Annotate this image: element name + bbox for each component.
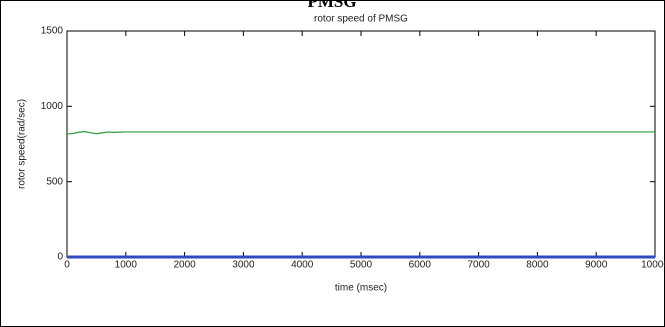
x-axis-label: time (msec) (335, 283, 387, 294)
chart-title: rotor speed of PMSG (314, 14, 408, 25)
y-tick-label: 1000 (41, 101, 64, 112)
caption: PMSG (307, 0, 356, 11)
series-line (66, 131, 655, 135)
x-tick-label: 8000 (526, 260, 549, 271)
x-tick-label: 0 (64, 260, 70, 271)
x-tick-label: 2000 (173, 260, 196, 271)
x-tick-label: 7000 (467, 260, 490, 271)
y-axis-label: rotor speed(rad/sec) (17, 99, 28, 189)
x-tick-label: 9000 (585, 260, 608, 271)
x-tick-label: 5000 (350, 260, 373, 271)
y-tick-label: 1500 (41, 26, 64, 37)
x-tick-label: 4000 (291, 260, 314, 271)
x-tick-label: 3000 (232, 260, 255, 271)
y-tick-label: 0 (57, 252, 63, 263)
x-tick-label: 6000 (409, 260, 432, 271)
x-tick-label: 1000 (115, 260, 138, 271)
y-tick-label: 500 (46, 176, 63, 187)
